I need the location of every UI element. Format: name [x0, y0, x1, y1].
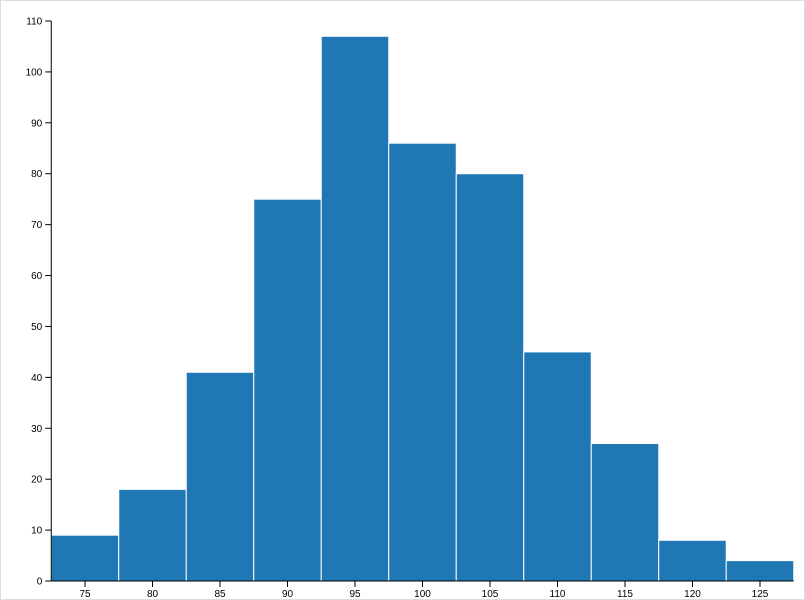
- x-tick-label: 120: [684, 589, 701, 600]
- bar: [388, 142, 457, 582]
- y-tick-label: 60: [31, 271, 43, 282]
- bar: [523, 351, 592, 582]
- bar: [455, 173, 525, 582]
- bar: [590, 443, 660, 582]
- x-tick-label: 125: [752, 589, 769, 600]
- x-tick-label: 80: [147, 589, 159, 600]
- bar: [725, 560, 795, 582]
- bar: [253, 198, 322, 582]
- y-tick-label: 40: [31, 373, 43, 384]
- y-tick-label: 100: [26, 67, 43, 78]
- bar: [658, 539, 727, 582]
- y-tick-label: 30: [31, 424, 43, 435]
- x-tick-label: 75: [79, 589, 91, 600]
- y-tick-label: 70: [31, 220, 43, 231]
- x-tick-label: 110: [550, 589, 566, 600]
- bar: [185, 371, 255, 582]
- y-tick-label: 0: [37, 577, 43, 588]
- x-tick-label: 90: [282, 589, 294, 600]
- bar: [50, 534, 120, 582]
- y-tick-label: 80: [31, 169, 43, 180]
- x-tick-label: 115: [617, 589, 633, 600]
- bar: [118, 488, 187, 582]
- x-tick-label: 85: [214, 589, 226, 600]
- y-tick-label: 10: [31, 526, 43, 537]
- x-tick-label: 100: [414, 589, 431, 600]
- y-tick-label: 20: [31, 475, 43, 486]
- y-tick-label: 90: [31, 118, 43, 129]
- y-tick-label: 110: [26, 17, 42, 28]
- x-tick-label: 105: [482, 589, 499, 600]
- y-tick-label: 50: [31, 322, 43, 333]
- x-tick-label: 95: [349, 589, 361, 600]
- bar: [320, 35, 390, 582]
